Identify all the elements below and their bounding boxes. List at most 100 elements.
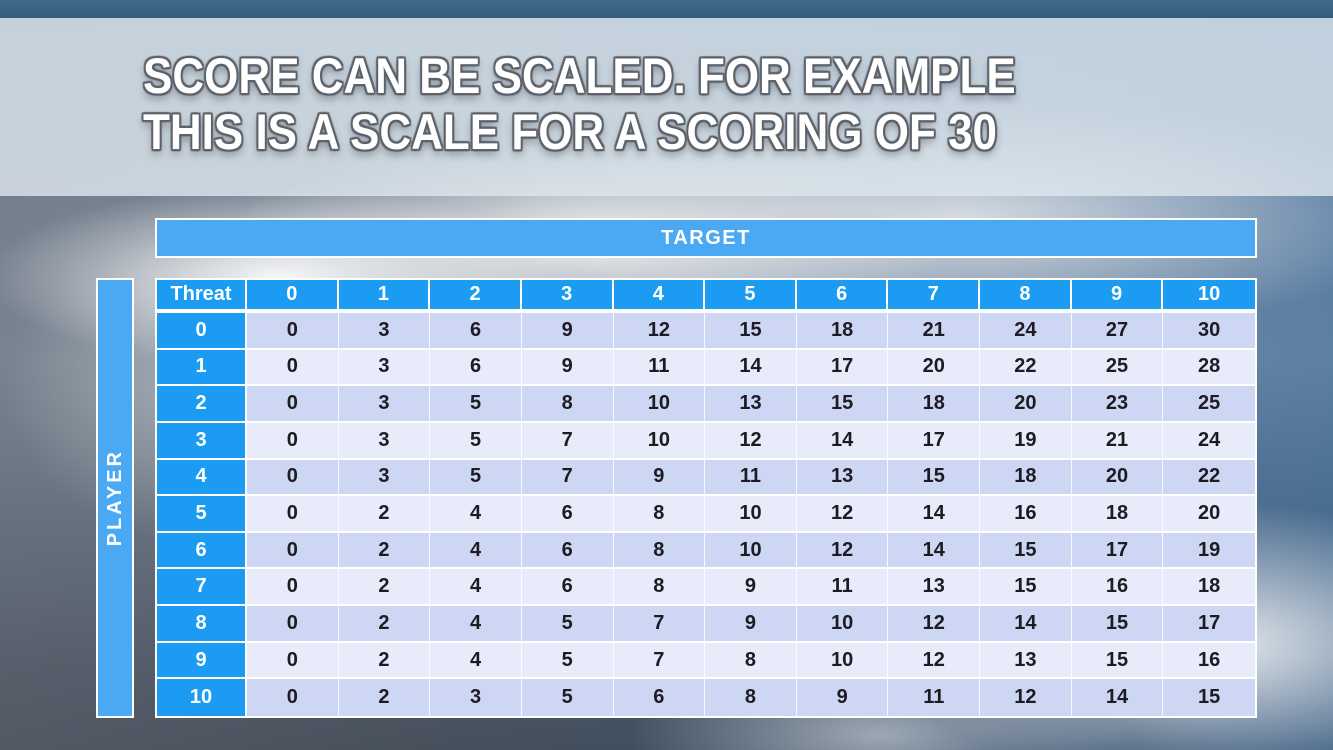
slide-title-line1: SCORE CAN BE SCALED. FOR EXAMPLE	[143, 48, 1016, 104]
score-cell: 24	[980, 313, 1072, 350]
score-cell: 2	[338, 642, 431, 680]
score-cell: 15	[1163, 679, 1255, 716]
score-cell: 25	[1071, 349, 1164, 387]
score-cell: 7	[613, 642, 706, 680]
score-cell: 10	[705, 496, 797, 533]
score-cell: 4	[430, 496, 522, 533]
column-header-cell: 9	[1071, 280, 1164, 313]
score-cell: 18	[980, 459, 1072, 497]
score-cell: 4	[430, 606, 522, 643]
score-cell: 10	[796, 606, 889, 643]
score-cell: 15	[1071, 642, 1164, 680]
score-cell: 19	[980, 422, 1072, 460]
score-cell: 16	[1163, 642, 1255, 680]
score-cell: 18	[888, 386, 981, 423]
player-header-bar: PLAYER	[96, 278, 134, 718]
score-cell: 3	[338, 349, 431, 387]
score-cell: 5	[521, 606, 614, 643]
score-cell: 6	[430, 349, 522, 387]
score-cell: 11	[613, 349, 706, 387]
column-header-cell: 4	[613, 280, 706, 313]
score-cell: 0	[247, 642, 339, 680]
corner-header-cell: Threat	[157, 280, 247, 313]
score-cell: 0	[247, 679, 339, 716]
score-cell: 5	[521, 679, 614, 716]
score-cell: 11	[705, 459, 797, 497]
score-cell: 9	[705, 569, 797, 607]
score-cell: 4	[430, 642, 522, 680]
score-cell: 16	[1071, 569, 1164, 607]
score-cell: 15	[705, 313, 797, 350]
score-cell: 13	[888, 569, 981, 607]
score-cell: 19	[1163, 532, 1255, 570]
column-header-cell: 3	[521, 280, 614, 313]
score-cell: 14	[888, 532, 981, 570]
score-cell: 2	[338, 679, 431, 716]
score-cell: 30	[1163, 313, 1255, 350]
score-cell: 3	[338, 313, 431, 350]
score-cell: 6	[521, 569, 614, 607]
score-cell: 5	[430, 386, 522, 423]
score-cell: 9	[705, 606, 797, 643]
score-cell: 15	[888, 459, 981, 497]
column-header-cell: 1	[338, 280, 431, 313]
score-cell: 12	[888, 642, 981, 680]
score-cell: 2	[338, 606, 431, 643]
score-cell: 8	[705, 679, 797, 716]
column-header-cell: 5	[705, 280, 797, 313]
slide-title-line2: THIS IS A SCALE FOR A SCORING OF 30	[143, 104, 998, 160]
score-cell: 21	[1071, 422, 1164, 460]
score-cell: 11	[888, 679, 981, 716]
column-header-cell: 7	[888, 280, 981, 313]
score-cell: 8	[521, 386, 614, 423]
score-cell: 0	[247, 532, 339, 570]
score-cell: 2	[338, 496, 431, 533]
row-header-cell: 10	[157, 679, 247, 716]
column-header-cell: 2	[430, 280, 522, 313]
score-cell: 7	[521, 422, 614, 460]
score-cell: 2	[338, 532, 431, 570]
score-cell: 18	[1071, 496, 1164, 533]
column-header-cell: 8	[980, 280, 1072, 313]
column-header-cell: 10	[1163, 280, 1255, 313]
score-cell: 10	[613, 422, 706, 460]
score-cell: 8	[705, 642, 797, 680]
score-cell: 2	[338, 569, 431, 607]
player-label: PLAYER	[103, 449, 126, 547]
score-cell: 15	[796, 386, 889, 423]
score-cell: 22	[980, 349, 1072, 387]
target-header-bar: TARGET	[155, 218, 1257, 258]
score-cell: 13	[980, 642, 1072, 680]
score-cell: 20	[888, 349, 981, 387]
score-cell: 18	[1163, 569, 1255, 607]
score-cell: 3	[430, 679, 522, 716]
score-cell: 14	[1071, 679, 1164, 716]
row-header-cell: 5	[157, 496, 247, 533]
score-cell: 9	[796, 679, 889, 716]
score-cell: 24	[1163, 422, 1255, 460]
score-cell: 8	[613, 532, 706, 570]
score-cell: 12	[705, 422, 797, 460]
score-grid: Threat 0 1 2 3 4 5 6 7 8 9 10 0 0 3 6 9 12 15 18 21 24 27 30 1 0 3…	[155, 278, 1257, 718]
column-header-cell: 6	[796, 280, 889, 313]
score-cell: 7	[613, 606, 706, 643]
score-cell: 16	[980, 496, 1072, 533]
score-cell: 12	[796, 532, 889, 570]
score-cell: 0	[247, 459, 339, 497]
score-cell: 10	[796, 642, 889, 680]
row-header-cell: 4	[157, 459, 247, 497]
score-cell: 5	[430, 422, 522, 460]
score-cell: 14	[796, 422, 889, 460]
score-cell: 5	[430, 459, 522, 497]
row-header-cell: 8	[157, 606, 247, 643]
score-cell: 0	[247, 606, 339, 643]
score-cell: 0	[247, 569, 339, 607]
score-cell: 17	[1163, 606, 1255, 643]
column-header-cell: 0	[247, 280, 339, 313]
score-cell: 13	[705, 386, 797, 423]
score-cell: 15	[1071, 606, 1164, 643]
target-label: TARGET	[661, 226, 751, 249]
score-cell: 6	[521, 496, 614, 533]
score-cell: 12	[888, 606, 981, 643]
